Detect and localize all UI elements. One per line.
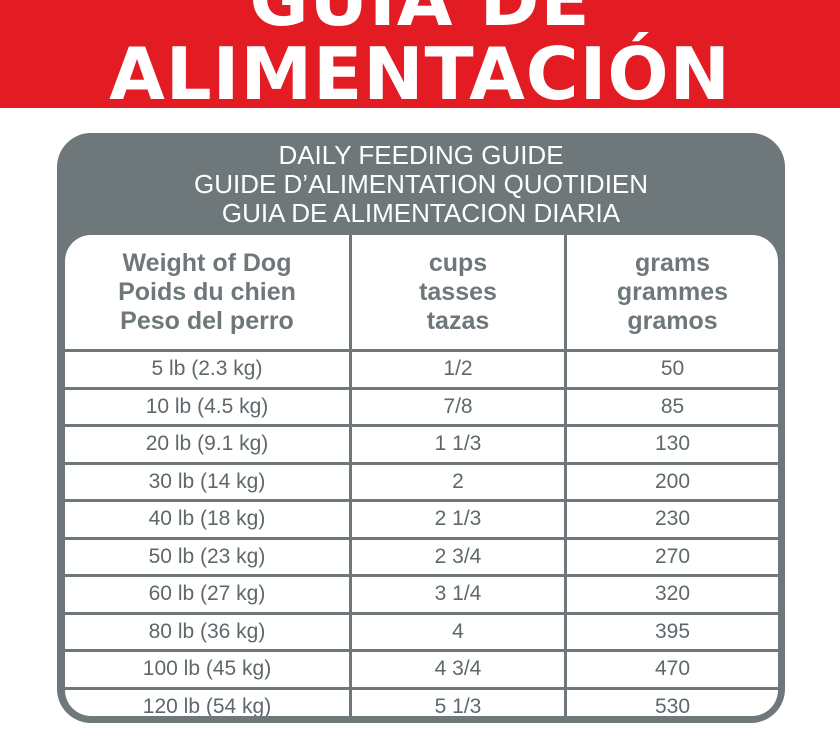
column-header-grams-es: gramos bbox=[627, 306, 718, 335]
table-row: 80 lb (36 kg) 4 395 bbox=[65, 611, 778, 651]
table-row: 50 lb (23 kg) 2 3/4 270 bbox=[65, 536, 778, 576]
column-header-grams: grams grammes gramos bbox=[564, 235, 778, 351]
grams-cell: 200 bbox=[564, 461, 778, 501]
table-row: 20 lb (9.1 kg) 1 1/3 130 bbox=[65, 424, 778, 463]
weight-cell: 50 lb (23 kg) bbox=[65, 536, 351, 576]
feeding-guide-panel: DAILY FEEDING GUIDE GUIDE D’ALIMENTATION… bbox=[57, 133, 785, 723]
column-header-weight-fr: Poids du chien bbox=[118, 277, 296, 306]
table-row: 60 lb (27 kg) 3 1/4 320 bbox=[65, 574, 778, 613]
column-header-cups-en: cups bbox=[428, 248, 488, 277]
table-row: 100 lb (45 kg) 4 3/4 470 bbox=[65, 649, 778, 688]
weight-cell: 30 lb (14 kg) bbox=[65, 461, 351, 501]
feeding-guide-heading: DAILY FEEDING GUIDE GUIDE D’ALIMENTATION… bbox=[57, 141, 785, 228]
column-header-cups-fr: tasses bbox=[419, 277, 497, 306]
heading-es: GUIA DE ALIMENTACION DIARIA bbox=[221, 198, 621, 228]
weight-cell: 60 lb (27 kg) bbox=[65, 574, 351, 613]
grams-cell: 470 bbox=[564, 649, 778, 688]
heading-en: DAILY FEEDING GUIDE bbox=[278, 140, 564, 170]
grams-cell: 530 bbox=[564, 686, 778, 716]
cups-cell: 7/8 bbox=[349, 386, 566, 426]
weight-cell: 40 lb (18 kg) bbox=[65, 499, 351, 538]
column-header-cups-es: tazas bbox=[426, 306, 490, 335]
feeding-table-container: Weight of Dog Poids du chien Peso del perr… bbox=[65, 235, 778, 716]
grams-cell: 395 bbox=[564, 611, 778, 651]
table-row: 30 lb (14 kg) 2 200 bbox=[65, 461, 778, 501]
cups-cell: 2 1/3 bbox=[349, 499, 566, 538]
table-row: 120 lb (54 kg) 5 1/3 530 bbox=[65, 686, 778, 716]
cups-cell: 4 3/4 bbox=[349, 649, 566, 688]
banner-title-line2: ALIMENTACIÓN bbox=[109, 32, 731, 108]
grams-cell: 85 bbox=[564, 386, 778, 426]
cups-cell: 3 1/4 bbox=[349, 574, 566, 613]
table-row: 40 lb (18 kg) 2 1/3 230 bbox=[65, 499, 778, 538]
cups-cell: 2 bbox=[349, 461, 566, 501]
grams-cell: 130 bbox=[564, 424, 778, 463]
banner-title-line1: GUIA DE bbox=[249, 0, 591, 42]
grams-cell: 230 bbox=[564, 499, 778, 538]
feeding-table: Weight of Dog Poids du chien Peso del perr… bbox=[65, 235, 778, 716]
column-header-weight-en: Weight of Dog bbox=[122, 248, 292, 277]
grams-cell: 270 bbox=[564, 536, 778, 576]
column-header-weight: Weight of Dog Poids du chien Peso del perr… bbox=[65, 235, 351, 351]
weight-cell: 120 lb (54 kg) bbox=[65, 686, 351, 716]
weight-cell: 80 lb (36 kg) bbox=[65, 611, 351, 651]
grams-cell: 320 bbox=[564, 574, 778, 613]
cups-cell: 5 1/3 bbox=[349, 686, 566, 716]
column-header-grams-en: grams bbox=[634, 248, 711, 277]
weight-cell: 10 lb (4.5 kg) bbox=[65, 386, 351, 426]
weight-cell: 5 lb (2.3 kg) bbox=[65, 349, 351, 388]
table-row: 5 lb (2.3 kg) 1/2 50 bbox=[65, 349, 778, 388]
column-header-grams-fr: grammes bbox=[616, 277, 729, 306]
cups-cell: 4 bbox=[349, 611, 566, 651]
column-header-weight-es: Peso del perro bbox=[120, 306, 294, 335]
cups-cell: 2 3/4 bbox=[349, 536, 566, 576]
weight-cell: 100 lb (45 kg) bbox=[65, 649, 351, 688]
cups-cell: 1 1/3 bbox=[349, 424, 566, 463]
table-row: 10 lb (4.5 kg) 7/8 85 bbox=[65, 386, 778, 426]
column-header-cups: cups tasses tazas bbox=[349, 235, 566, 351]
grams-cell: 50 bbox=[564, 349, 778, 388]
weight-cell: 20 lb (9.1 kg) bbox=[65, 424, 351, 463]
heading-fr: GUIDE D’ALIMENTATION QUOTIDIEN bbox=[193, 169, 649, 199]
title-banner: GUIA DE ALIMENTACIÓN bbox=[0, 0, 840, 108]
cups-cell: 1/2 bbox=[349, 349, 566, 388]
